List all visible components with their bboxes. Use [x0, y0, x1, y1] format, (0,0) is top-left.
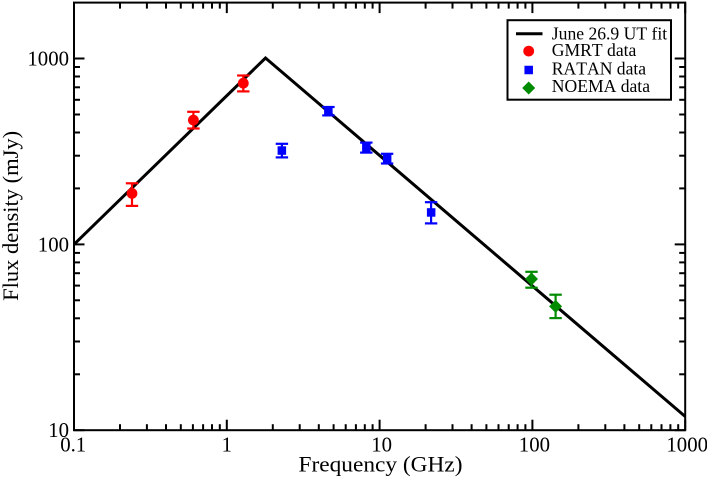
svg-text:RATAN data: RATAN data	[552, 58, 646, 78]
svg-text:10: 10	[48, 419, 69, 442]
svg-text:0.1: 0.1	[60, 433, 86, 456]
svg-text:1: 1	[222, 433, 232, 456]
svg-text:Frequency (GHz): Frequency (GHz)	[299, 452, 463, 477]
svg-text:NOEMA data: NOEMA data	[552, 76, 650, 96]
svg-text:1000: 1000	[27, 48, 69, 71]
svg-text:10: 10	[371, 433, 392, 456]
svg-text:June 26.9 UT fit: June 26.9 UT fit	[552, 23, 667, 43]
svg-text:GMRT data: GMRT data	[552, 40, 637, 60]
svg-text:1000: 1000	[666, 433, 707, 456]
svg-text:Flux density (mJy): Flux density (mJy)	[0, 131, 23, 301]
svg-text:100: 100	[519, 433, 550, 456]
svg-text:100: 100	[38, 233, 69, 256]
